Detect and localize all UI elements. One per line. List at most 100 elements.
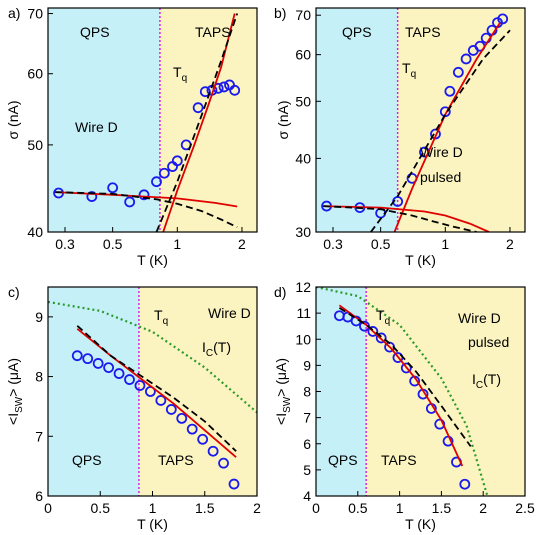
- region-label: TAPS: [405, 24, 441, 40]
- ic-label: IC(T): [202, 339, 231, 359]
- data-point: [434, 418, 446, 430]
- y-axis-label-part: <I: [5, 413, 21, 425]
- data-point: [444, 85, 456, 97]
- y-tick-label: 60: [27, 66, 43, 82]
- x-tick-label: 0.5: [103, 236, 123, 252]
- tq-label-part: T: [402, 60, 411, 76]
- panel-label: c): [8, 284, 20, 300]
- x-axis-label: T (K): [405, 516, 436, 532]
- tq-label: Tq: [154, 307, 168, 327]
- tq-label-part: T: [173, 64, 182, 80]
- data-point: [186, 423, 198, 435]
- x-axis-label: T (K): [137, 252, 168, 268]
- x-tick-label: 1: [173, 236, 181, 252]
- x-tick-label: 0.5: [348, 500, 368, 516]
- y-tick-label: 5: [303, 462, 311, 478]
- y-tick-label: 6: [35, 488, 43, 504]
- sample-label: Wire D: [208, 305, 251, 321]
- data-point: [86, 191, 98, 202]
- ic-label: IC(T): [472, 371, 501, 391]
- fit-line: [393, 22, 501, 232]
- x-tick-label: 2.5: [515, 500, 535, 516]
- y-axis-label-part: <I: [273, 413, 289, 425]
- data-point: [138, 189, 150, 201]
- y-tick-label: 70: [295, 7, 311, 23]
- y-tick-label: 11: [296, 305, 311, 321]
- data-point: [134, 380, 146, 391]
- data-point: [197, 433, 209, 445]
- y-axis-label-part: > (μA): [273, 358, 289, 397]
- data-point: [103, 362, 115, 374]
- x-axis-label-part: T (K): [137, 252, 168, 268]
- data-point: [229, 84, 241, 96]
- plot-frame: [47, 7, 258, 233]
- fit-line: [316, 287, 489, 496]
- data-point: [155, 395, 167, 406]
- fit-line: [55, 191, 238, 229]
- y-tick-label: 8: [303, 384, 311, 400]
- y-tick-label: 50: [27, 137, 43, 153]
- data-point: [218, 457, 229, 469]
- x-tick-label: 2: [506, 236, 514, 252]
- x-tick-label: 0: [44, 500, 52, 516]
- tq-label-part: q: [385, 316, 391, 327]
- data-point: [92, 358, 104, 369]
- x-tick-label: 1: [396, 500, 404, 516]
- data-point: [113, 368, 125, 379]
- tq-label-part: q: [411, 69, 417, 80]
- y-tick-label: 4: [303, 488, 311, 504]
- ic-label-part: I: [472, 371, 476, 387]
- fit-line: [162, 13, 236, 232]
- x-tick-label: 2: [238, 236, 246, 252]
- sample-label: Wire D: [75, 119, 118, 135]
- y-tick-label: 7: [303, 410, 311, 426]
- data-point: [218, 81, 230, 93]
- data-point: [82, 353, 94, 365]
- region-label: QPS: [328, 452, 358, 468]
- fit-line: [155, 13, 239, 232]
- tq-label: Tq: [376, 307, 390, 327]
- y-axis-label-part: σ (nA): [5, 101, 21, 140]
- plot-frame: [315, 7, 526, 233]
- x-tick-label: 2: [253, 500, 261, 516]
- y-axis-label-part: SW: [282, 396, 293, 413]
- ic-label-part: C: [476, 380, 483, 391]
- x-tick-label: 1.5: [195, 500, 215, 516]
- data-point: [460, 53, 472, 65]
- y-tick-label: 9: [303, 357, 311, 373]
- data-point: [228, 478, 240, 490]
- data-point: [497, 13, 509, 25]
- y-axis-label: <ISW> (μA): [273, 358, 293, 425]
- region-label: QPS: [72, 452, 102, 468]
- y-tick-label: 7: [35, 428, 43, 444]
- x-tick-label: 1.5: [432, 500, 452, 516]
- tq-label-part: T: [154, 307, 163, 323]
- fit-line: [323, 205, 477, 232]
- region-label: QPS: [80, 24, 110, 40]
- y-tick-label: 10: [295, 331, 311, 347]
- x-tick-label: 0.3: [323, 236, 343, 252]
- tq-label-part: T: [376, 307, 385, 323]
- y-tick-label: 9: [35, 309, 43, 325]
- data-point: [151, 176, 162, 188]
- y-axis-label: σ (nA): [275, 101, 291, 140]
- y-tick-label: 8: [35, 369, 43, 385]
- y-axis-label: σ (nA): [5, 101, 21, 140]
- x-tick-label: 0.5: [371, 236, 391, 252]
- data-point: [375, 332, 387, 344]
- data-point: [459, 478, 471, 490]
- fit-line: [76, 325, 237, 452]
- data-point: [165, 404, 177, 415]
- taps-region: [366, 287, 525, 496]
- qps-region: [316, 8, 398, 232]
- x-tick-label: 0.3: [55, 236, 75, 252]
- ic-label-part: (T): [213, 339, 231, 355]
- panel-label: d): [274, 284, 286, 300]
- region-label: QPS: [342, 24, 372, 40]
- data-point: [400, 362, 412, 374]
- sample-label: pulsed: [468, 334, 509, 350]
- ic-label-part: (T): [483, 371, 501, 387]
- x-axis-label-part: T (K): [405, 252, 436, 268]
- x-tick-label: 2: [479, 500, 487, 516]
- x-axis-label: T (K): [405, 252, 436, 268]
